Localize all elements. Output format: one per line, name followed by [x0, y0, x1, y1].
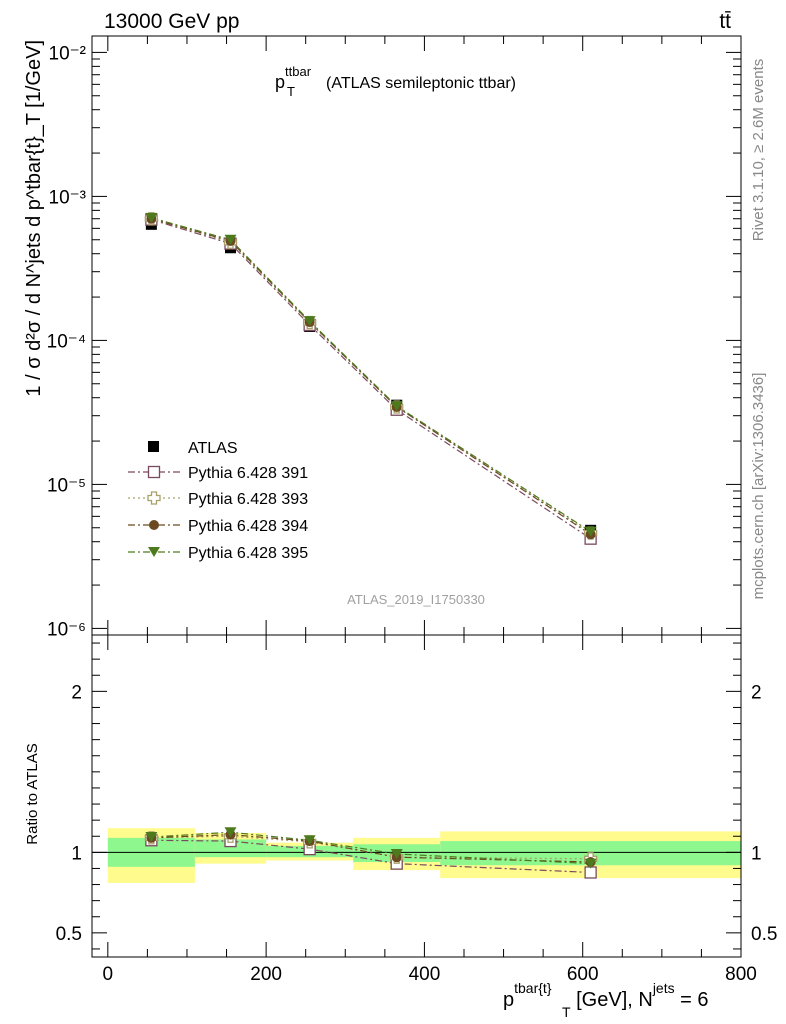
main-point-s4-2 [303, 316, 316, 327]
series-markers [144, 212, 598, 879]
main-y-tick-label: 10⁻⁵ [47, 475, 86, 496]
ratio-y-tick-label: 1 [71, 843, 82, 864]
legend-label-atlas: ATLAS [188, 440, 238, 457]
ratio-y-tick-label-right: 0.5 [751, 924, 777, 945]
main-y-tick-label: 10⁻² [49, 43, 87, 64]
ratio-y-tick-label: 2 [71, 682, 82, 703]
legend-entry-391: Pythia 6.428 391 [128, 465, 308, 482]
rivet-version-label: Rivet 3.1.10, ≥ 2.6M events [750, 59, 767, 242]
legend-label-393: Pythia 6.428 393 [188, 491, 308, 508]
legend-entry-atlas: ATLAS [148, 440, 238, 457]
legend-label-394: Pythia 6.428 394 [188, 518, 308, 535]
ratio-x-tick-label: 400 [409, 964, 441, 985]
main-y-tick-label: 10⁻⁶ [47, 619, 86, 640]
ratio-point-s3-4 [584, 858, 597, 869]
legend-marker-395 [148, 547, 160, 557]
main-title: pttbar T (ATLAS semileptonic ttbar) [275, 64, 516, 99]
main-line-4 [151, 217, 591, 533]
ratio-x-tick-label: 200 [250, 964, 282, 985]
ratio-x-tick-label: 800 [725, 964, 757, 985]
main-point-s4-1 [224, 234, 237, 245]
analysis-tag: ATLAS_2019_I1750330 [347, 592, 485, 607]
legend-entry-395: Pythia 6.428 395 [128, 545, 308, 562]
ratio-line-2 [151, 834, 591, 863]
ratio-point-s3-1 [224, 827, 237, 838]
ratio-x-tick-label: 0 [103, 964, 114, 985]
main-y-tick-label: 10⁻³ [49, 187, 87, 208]
axes-and-ticks: 10⁻² 10⁻³ 10⁻⁴ 10⁻⁵ 10⁻⁶ 0 200 400 600 800 0.5 0.5 1… [47, 36, 777, 985]
ratio-line-0 [151, 839, 591, 874]
legend-marker-391 [147, 465, 161, 479]
legend-marker-394 [149, 520, 159, 530]
ratio-point-s3-3 [390, 848, 403, 859]
legend: ATLAS Pythia 6.428 391 Pythia 6.428 393 … [128, 440, 308, 562]
main-point-s4-0 [145, 212, 158, 223]
ratio-y-tick-label-right: 2 [751, 682, 762, 703]
mcplots-label: mcplots.cern.ch [arXiv:1306.3436] [750, 373, 767, 600]
main-y-axis-label: 1 / σ d²σ / d N^jets d p^tbar{t}_T [1/Ge… [23, 40, 45, 397]
main-point-s4-4 [584, 526, 597, 537]
legend-label-391: Pythia 6.428 391 [188, 465, 308, 482]
legend-marker-393 [147, 491, 161, 505]
ratio-point-s3-2 [303, 835, 316, 846]
ratio-point-s0-4 [584, 866, 597, 879]
process-label: tt̄ [719, 10, 731, 33]
main-line-2 [151, 218, 591, 534]
ratio-y-tick-label: 0.5 [56, 924, 82, 945]
ratio-y-tick-label-right: 1 [751, 843, 762, 864]
main-y-tick-label: 10⁻⁴ [47, 331, 86, 352]
ratio-line-3 [151, 831, 591, 865]
ratio-plot-frame [91, 634, 742, 958]
legend-entry-393: Pythia 6.428 393 [128, 491, 308, 508]
ratio-uncertainty-bands [92, 828, 741, 883]
x-axis-label: ptbar{t}T [GeV], Njets = 6 [503, 980, 709, 1020]
ratio-point-s3-0 [145, 832, 158, 843]
main-point-s4-3 [390, 401, 403, 412]
collision-label: 13000 GeV pp [104, 10, 239, 33]
legend-marker-atlas [148, 441, 159, 452]
legend-entry-394: Pythia 6.428 394 [128, 518, 308, 535]
legend-label-395: Pythia 6.428 395 [188, 545, 308, 562]
ratio-x-tick-label: 600 [567, 964, 599, 985]
main-line-3 [151, 218, 591, 535]
ratio-y-axis-label: Ratio to ATLAS [24, 743, 41, 844]
